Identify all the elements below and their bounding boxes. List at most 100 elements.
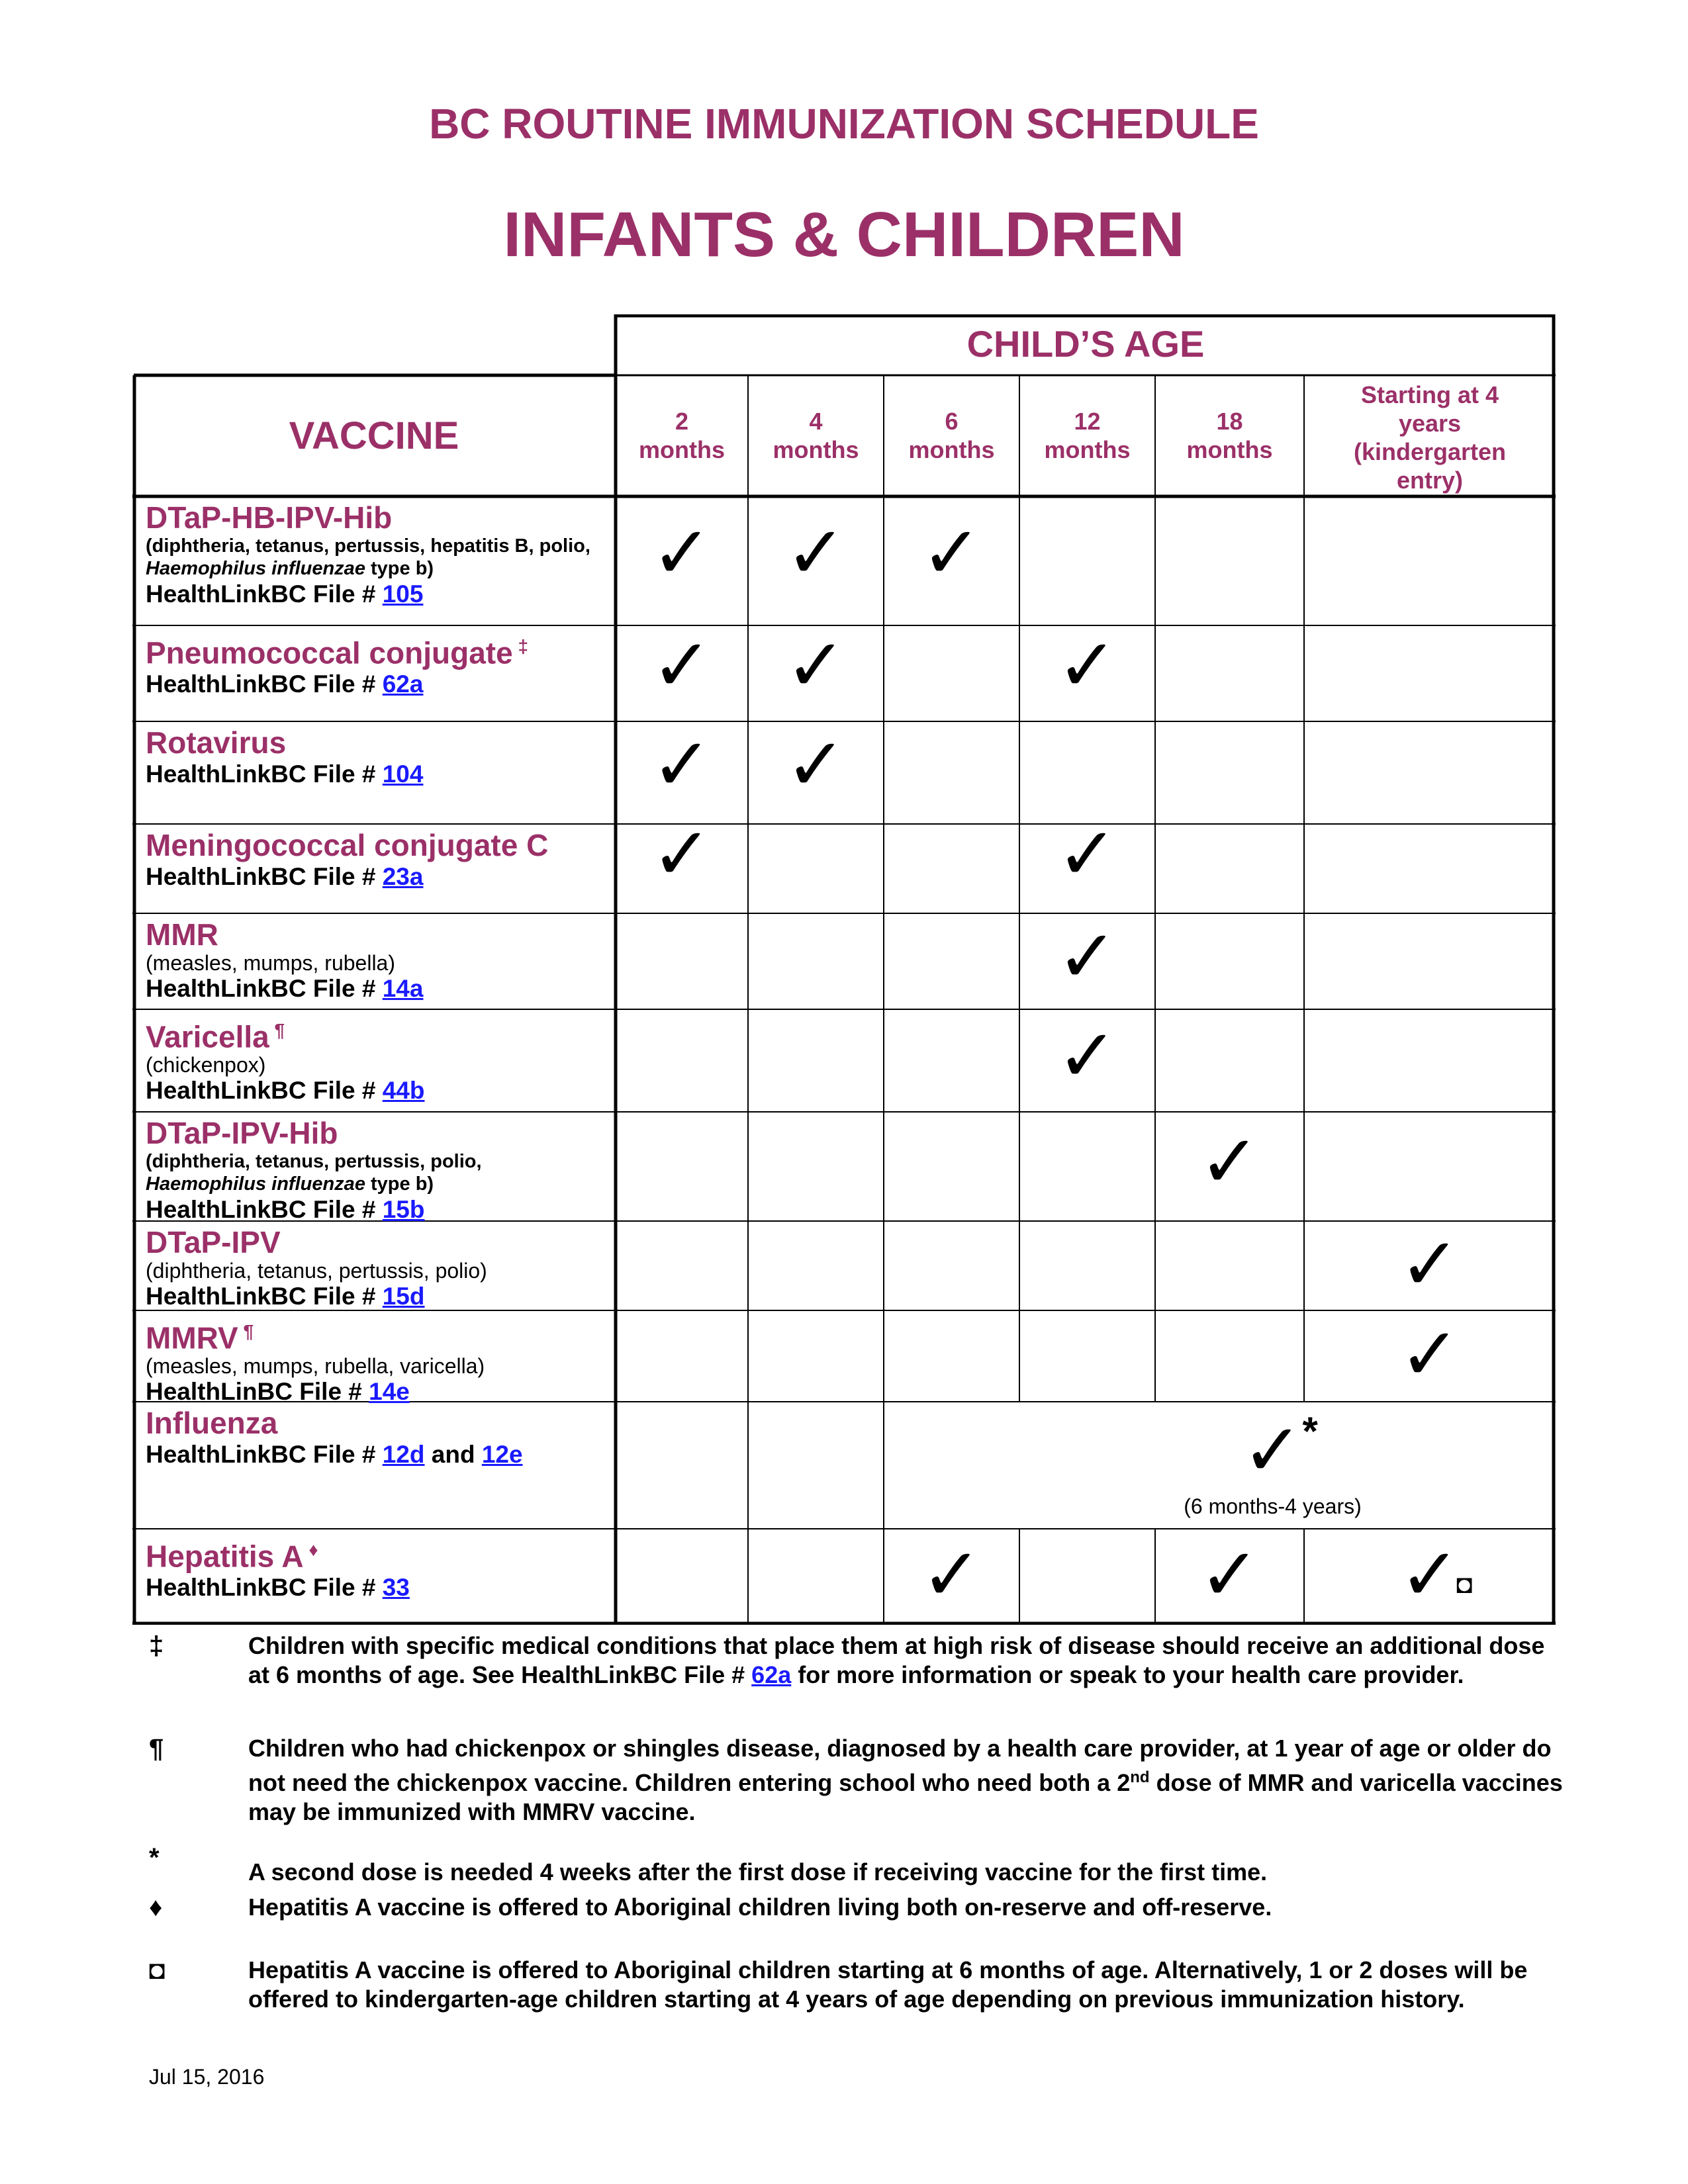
footnote-text: Hepatitis A vaccine is offered to Aborig… [248, 1956, 1528, 2013]
vaccine-description: (diphtheria, tetanus, pertussis, polio) [146, 1259, 487, 1283]
vaccine-row-label: DTaP-IPV-Hib (diphtheria, tetanus, pertus… [146, 1116, 602, 1224]
vaccine-name: Influenza [146, 1406, 278, 1440]
vaccine-name: DTaP-HB-IPV-Hib [146, 500, 393, 535]
vaccine-row-label: DTaP-HB-IPV-Hib (diphtheria, tetanus, per… [146, 500, 602, 609]
healthlink-file: HealthLinkBC File # 33 [146, 1574, 410, 1602]
checkmark: ✓ [785, 622, 847, 707]
schedule-title: BC ROUTINE IMMUNIZATION SCHEDULE [429, 100, 1259, 148]
footnote-marker: ¶ [238, 1321, 254, 1342]
childs-age-header: CHILD’S AGE [966, 323, 1205, 365]
ordinal-suffix: nd [1130, 1768, 1150, 1786]
footnote-symbol: ◘ [149, 1956, 165, 1985]
vaccine-column-header: VACCINE [289, 414, 459, 457]
age-header-line: 2 [675, 408, 689, 435]
healthlink-file-link[interactable]: 62a [382, 670, 424, 698]
age-header-3: 6 months [884, 407, 1019, 464]
footnote-symbol: * [149, 1843, 160, 1872]
healthlink-file-link[interactable]: 104 [382, 760, 424, 788]
age-header-line: months [1186, 436, 1273, 463]
vaccine-name: Hepatitis A ♦ [146, 1539, 318, 1574]
vaccine-name: Pneumococcal conjugate ‡ [146, 635, 529, 670]
healthlink-file: HealthLinkBC File # 12d and 12e [146, 1441, 523, 1468]
vaccine-row-label: Meningococcal conjugate C HealthLinkBC Fi… [146, 828, 602, 891]
age-header-4: 12 months [1019, 407, 1155, 464]
vaccine-description: (chickenpox) [146, 1053, 266, 1077]
healthlink-file: HealthLinkBC File # 105 [146, 580, 424, 608]
hep-a-footnote-marker: ◘ [1456, 1569, 1473, 1599]
healthlink-file-link[interactable]: 33 [382, 1574, 410, 1602]
healthlink-file-link[interactable]: 105 [382, 580, 424, 608]
second-dose-marker: * [1302, 1409, 1318, 1453]
checkmark: ✓ [921, 1531, 982, 1617]
age-header-2: 4 months [748, 407, 884, 464]
footnote-text: Children with specific medical condition… [248, 1632, 1545, 1688]
checkmark: ✓ [651, 622, 713, 707]
age-header-line: years [1398, 410, 1462, 437]
checkmark: ✓ [785, 721, 847, 807]
vaccine-description: (measles, mumps, rubella, varicella) [146, 1354, 485, 1379]
checkmark: ✓ [651, 811, 713, 896]
vaccine-row-label: Varicella ¶ (chickenpox) HealthLinkBC File… [146, 1013, 602, 1105]
vaccine-row-label: Influenza HealthLinkBC File # 12d and 12e [146, 1406, 602, 1469]
organism-name: Haemophilus influenzae [146, 558, 365, 579]
age-header-6: Starting at 4 years (kindergarten entry) [1304, 381, 1556, 494]
healthlink-file-link[interactable]: 14a [382, 975, 424, 1002]
vaccine-name: Rotavirus [146, 725, 287, 760]
footnote-symbol: ‡ [149, 1631, 164, 1661]
vaccine-row-label: Rotavirus HealthLinkBC File # 104 [146, 725, 602, 789]
checkmark: ✓ [1399, 1312, 1461, 1396]
checkmark: ✓ [1199, 1118, 1260, 1204]
immunization-table: CHILD’S AGE VACCINE 2 months 4 months 6 months 1… [132, 314, 1556, 1625]
footnote-symbol: ♦ [149, 1893, 163, 1922]
schedule-subtitle: INFANTS & CHILDREN [503, 199, 1185, 270]
checkmark: ✓ [1056, 811, 1118, 896]
healthlink-file-link[interactable]: 12d [382, 1441, 425, 1468]
vaccine-row-label: Hepatitis A ♦ HealthLinkBC File # 33 [146, 1533, 602, 1602]
checkmark: ✓ [1056, 913, 1118, 999]
checkmark: ✓ [651, 510, 713, 595]
healthlink-file: HealthLinBC File # 14e [146, 1378, 410, 1406]
age-header-line: 6 [945, 408, 959, 435]
age-header-line: months [773, 436, 859, 463]
age-header-line: months [639, 436, 725, 463]
influenza-age-range: (6 months-4 years) [1184, 1494, 1362, 1518]
age-header-5: 18 months [1155, 407, 1304, 464]
vaccine-description: (diphtheria, tetanus, pertussis, polio, [146, 1151, 482, 1172]
healthlink-file: HealthLinkBC File # 14a [146, 975, 424, 1002]
checkmark: ✓ [1199, 1531, 1260, 1617]
checkmark: ✓ [651, 721, 713, 807]
vaccine-name: MMRV ¶ [146, 1320, 254, 1355]
healthlink-file-link[interactable]: 62a [751, 1661, 792, 1688]
organism-name: Haemophilus influenzae [146, 1173, 365, 1195]
footer-date: Jul 15, 2016 [149, 2065, 265, 2089]
vaccine-description: Haemophilus influenzae type b) [146, 1173, 434, 1195]
age-header-line: (kindergarten [1353, 438, 1507, 465]
healthlink-file-link[interactable]: 15b [382, 1196, 425, 1223]
vaccine-row-label: Pneumococcal conjugate ‡ HealthLinkBC Fil… [146, 629, 602, 699]
age-header-line: 12 [1074, 408, 1101, 435]
checkmark: ✓ [785, 510, 847, 595]
healthlink-file-link[interactable]: 44b [382, 1077, 425, 1105]
checkmark: ✓ [1399, 1531, 1461, 1617]
age-header-line: months [908, 436, 995, 463]
healthlink-file-link[interactable]: 23a [382, 863, 424, 890]
footnote-text: Hepatitis A vaccine is offered to Aborig… [248, 1893, 1272, 1921]
healthlink-file: HealthLinkBC File # 44b [146, 1077, 425, 1105]
footnote-marker: ‡ [512, 636, 529, 657]
checkmark: ✓ [1056, 622, 1118, 707]
healthlink-file: HealthLinkBC File # 104 [146, 760, 424, 788]
healthlink-file: HealthLinkBC File # 15b [146, 1196, 425, 1223]
footnote-text: Children who had chickenpox or shingles … [248, 1735, 1563, 1825]
footnote-text: A second dose is needed 4 weeks after th… [248, 1858, 1268, 1886]
checkmark: ✓ [921, 510, 982, 595]
vaccine-row-label: DTaP-IPV (diphtheria, tetanus, pertussis,… [146, 1225, 602, 1311]
table-grid [132, 314, 1556, 1625]
checkmark: ✓ [1399, 1221, 1461, 1306]
vaccine-name: Varicella ¶ [146, 1019, 285, 1054]
footnote-marker: ¶ [269, 1020, 285, 1040]
healthlink-file-link[interactable]: 14e [369, 1378, 410, 1406]
footnote-symbol: ¶ [149, 1734, 164, 1763]
healthlink-file-link[interactable]: 12e [481, 1441, 523, 1468]
healthlink-file-link[interactable]: 15d [382, 1283, 425, 1310]
vaccine-name: MMR [146, 917, 218, 952]
